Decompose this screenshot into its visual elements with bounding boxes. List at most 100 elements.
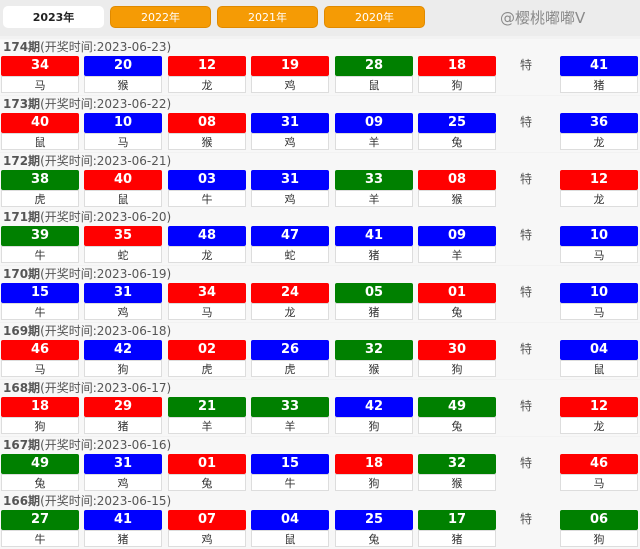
ball: 38 虎	[1, 169, 79, 207]
ball-number: 21	[168, 396, 246, 417]
ball: 09 羊	[335, 112, 413, 150]
zodiac-label: 狗	[418, 360, 496, 377]
zodiac-label: 牛	[1, 246, 79, 264]
zodiac-label: 兔	[335, 530, 413, 548]
ball: 46 马	[1, 340, 79, 377]
ball-number: 29	[84, 396, 162, 417]
draw-time: (开奖时间:2023-06-16)	[40, 437, 172, 452]
ball-number: 05	[335, 283, 413, 304]
zodiac-label: 牛	[251, 473, 329, 491]
ball: 08 猴	[168, 112, 246, 150]
ball: 41 猪	[84, 510, 162, 548]
ball: 12 龙	[168, 56, 246, 93]
tab-year-1[interactable]: 2022年	[110, 6, 211, 28]
ball: 49 兔	[1, 453, 79, 491]
ball: 08 猴	[418, 169, 496, 207]
ball: 10 马	[560, 283, 638, 321]
ball: 05 猪	[335, 283, 413, 321]
ball-number: 04	[560, 340, 638, 360]
ball-number: 01	[168, 453, 246, 474]
ball: 40 鼠	[84, 169, 162, 207]
ball: 32 猴	[335, 340, 413, 377]
ball: 34 马	[1, 56, 79, 93]
ball-number: 03	[168, 169, 246, 190]
zodiac-label: 兔	[168, 473, 246, 491]
ball: 09 羊	[418, 226, 496, 264]
ball-number: 10	[84, 112, 162, 133]
zodiac-label: 猪	[560, 76, 638, 93]
ball: 19 鸡	[251, 56, 329, 93]
period: 167期	[3, 437, 41, 452]
zodiac-label: 猪	[84, 416, 162, 434]
draw-row: 172期(开奖时间:2023-06-21) 38 虎 40 鼠 03 牛 31 鸡 33 羊 08 猴特…	[0, 152, 640, 209]
ball-number: 08	[168, 112, 246, 133]
ball: 15 牛	[251, 453, 329, 491]
ball: 40 鼠	[1, 112, 79, 150]
ball-number: 40	[84, 169, 162, 190]
zodiac-label: 虎	[1, 189, 79, 207]
ball: 07 鸡	[168, 510, 246, 548]
ball: 03 牛	[168, 169, 246, 207]
ball: 29 猪	[84, 396, 162, 434]
ball: 12 龙	[560, 169, 638, 207]
ball: 15 牛	[1, 283, 79, 321]
zodiac-label: 兔	[418, 132, 496, 150]
ball-number: 35	[84, 226, 162, 247]
zodiac-label: 牛	[1, 303, 79, 321]
zodiac-label: 鼠	[1, 132, 79, 150]
tab-year-0[interactable]: 2023年	[3, 6, 104, 28]
draw-row: 167期(开奖时间:2023-06-16) 49 兔 31 鸡 01 兔 15 牛 18 狗 32 猴特…	[0, 436, 640, 493]
ball-number: 25	[418, 112, 496, 133]
special-label: 特	[520, 398, 533, 413]
ball: 27 牛	[1, 510, 79, 548]
zodiac-label: 兔	[418, 303, 496, 321]
ball-number: 30	[418, 340, 496, 360]
ball-number: 18	[418, 56, 496, 76]
draw-header: 166期(开奖时间:2023-06-15)	[3, 493, 171, 509]
zodiac-label: 马	[84, 132, 162, 150]
ball-number: 41	[84, 510, 162, 531]
zodiac-label: 蛇	[84, 246, 162, 264]
ball-number: 46	[1, 340, 79, 360]
tab-year-3[interactable]: 2020年	[324, 6, 425, 28]
ball: 34 马	[168, 283, 246, 321]
ball-number: 24	[251, 283, 329, 304]
zodiac-label: 猴	[84, 76, 162, 93]
ball: 32 猴	[418, 453, 496, 491]
ball: 42 狗	[84, 340, 162, 377]
zodiac-label: 羊	[251, 416, 329, 434]
ball-number: 09	[335, 112, 413, 133]
zodiac-label: 羊	[418, 246, 496, 264]
ball: 25 兔	[418, 112, 496, 150]
ball-number: 36	[560, 112, 638, 133]
ball: 42 狗	[335, 396, 413, 434]
period: 173期	[3, 96, 41, 111]
ball-number: 20	[84, 56, 162, 76]
period: 166期	[3, 494, 41, 509]
ball-number: 27	[1, 510, 79, 531]
draw-time: (开奖时间:2023-06-19)	[40, 267, 172, 282]
draw-row: 170期(开奖时间:2023-06-19) 15 牛 31 鸡 34 马 24 龙 05 猪 01 兔特…	[0, 266, 640, 323]
zodiac-label: 龙	[560, 189, 638, 207]
zodiac-label: 虎	[168, 360, 246, 377]
draw-time: (开奖时间:2023-06-23)	[40, 40, 172, 54]
tab-year-2[interactable]: 2021年	[217, 6, 318, 28]
draw-time: (开奖时间:2023-06-18)	[40, 324, 172, 338]
special-label: 特	[520, 171, 533, 186]
ball-number: 15	[251, 453, 329, 474]
zodiac-label: 羊	[168, 416, 246, 434]
ball-number: 15	[1, 283, 79, 304]
ball: 31 鸡	[84, 283, 162, 321]
draw-row: 169期(开奖时间:2023-06-18) 46 马 42 狗 02 虎 26 虎 32 猴 30 狗特…	[0, 323, 640, 379]
ball: 48 龙	[168, 226, 246, 264]
special-label: 特	[520, 285, 533, 300]
zodiac-label: 鸡	[251, 76, 329, 93]
ball: 30 狗	[418, 340, 496, 377]
draw-header: 168期(开奖时间:2023-06-17)	[3, 380, 171, 396]
ball-number: 12	[560, 396, 638, 417]
ball-number: 34	[168, 283, 246, 304]
ball: 06 狗	[560, 510, 638, 548]
ball: 41 猪	[335, 226, 413, 264]
ball-number: 32	[335, 340, 413, 360]
zodiac-label: 猴	[418, 473, 496, 491]
